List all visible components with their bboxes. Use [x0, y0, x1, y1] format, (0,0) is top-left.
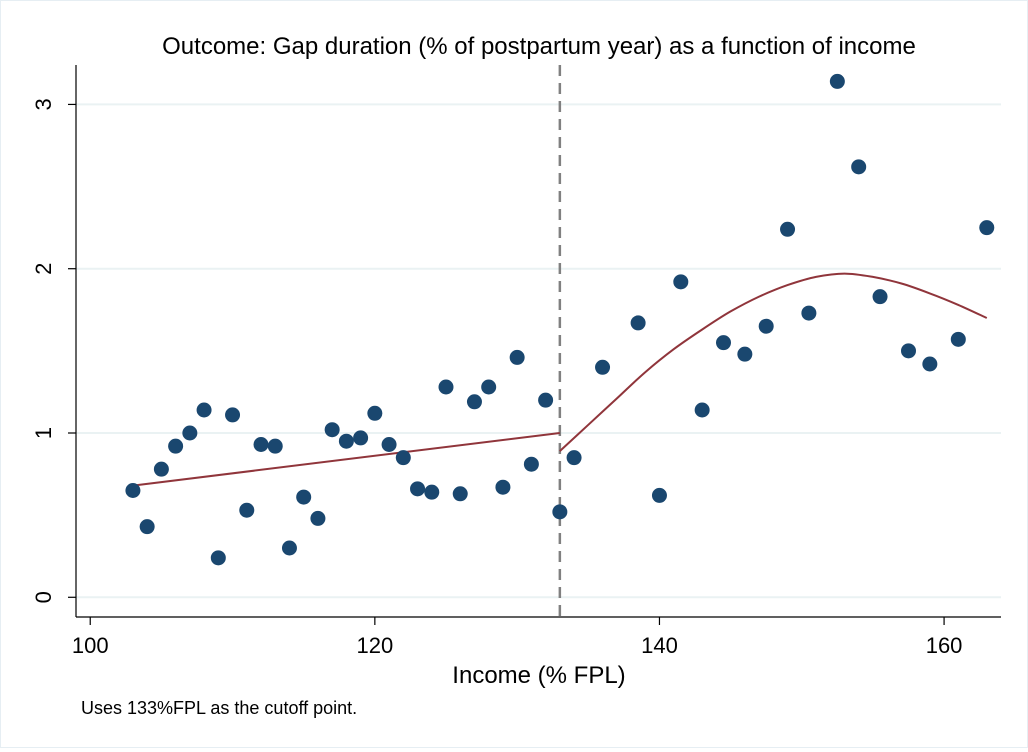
data-point — [950, 331, 966, 347]
data-point — [538, 392, 554, 408]
data-point — [310, 510, 326, 526]
data-point — [438, 379, 454, 395]
data-point — [324, 422, 340, 438]
x-tick-label-140: 140 — [641, 633, 678, 658]
data-point — [523, 456, 539, 472]
data-point — [901, 343, 916, 359]
data-point — [495, 479, 511, 495]
x-tick-label-120: 120 — [356, 633, 393, 658]
data-point — [566, 450, 582, 466]
data-point — [296, 489, 312, 505]
data-point — [153, 461, 169, 477]
data-point — [552, 504, 568, 520]
gridlines — [76, 103, 1001, 599]
data-point — [922, 356, 938, 372]
data-point — [239, 502, 255, 518]
data-point — [694, 402, 710, 418]
data-point — [509, 349, 525, 365]
fit-lines — [132, 272, 988, 487]
axes: 100 120 140 160 0 1 2 3 — [31, 65, 1001, 658]
data-point — [481, 379, 497, 395]
data-point — [595, 359, 611, 375]
data-points — [125, 73, 995, 566]
data-point — [281, 540, 297, 556]
x-tick-label-160: 160 — [926, 633, 963, 658]
data-point — [338, 433, 354, 449]
data-point — [651, 487, 667, 503]
data-point — [801, 305, 817, 321]
y-tick-label-2: 2 — [31, 263, 56, 275]
data-point — [139, 519, 155, 535]
data-point — [381, 437, 397, 452]
data-point — [253, 437, 269, 452]
fit-line-left — [132, 432, 560, 487]
data-point — [466, 394, 482, 410]
data-point — [168, 438, 184, 454]
data-point — [267, 438, 283, 454]
data-point — [452, 486, 468, 502]
data-point — [210, 550, 226, 566]
data-point — [225, 407, 241, 423]
data-point — [182, 425, 198, 441]
y-tick-label-1: 1 — [31, 427, 56, 439]
y-tick-label-3: 3 — [31, 98, 56, 110]
data-point — [780, 221, 796, 237]
data-point — [196, 402, 212, 418]
data-point — [630, 315, 646, 331]
data-point — [410, 481, 426, 497]
data-point — [851, 159, 867, 175]
y-tick-label-0: 0 — [31, 591, 56, 603]
data-point — [872, 289, 888, 305]
data-point — [424, 484, 440, 500]
data-point — [737, 346, 753, 362]
data-point — [979, 220, 995, 236]
data-point — [395, 450, 411, 466]
x-tick-label-100: 100 — [72, 633, 109, 658]
chart-title: Outcome: Gap duration (% of postpartum y… — [162, 33, 916, 60]
data-point — [758, 318, 774, 334]
fit-line-right — [559, 272, 988, 452]
chart-note: Uses 133%FPL as the cutoff point. — [81, 698, 357, 718]
data-point — [353, 430, 369, 446]
x-axis-label: Income (% FPL) — [452, 662, 625, 689]
data-point — [716, 335, 731, 351]
data-point — [125, 483, 141, 498]
data-point — [829, 73, 845, 89]
data-point — [673, 274, 689, 290]
data-point — [367, 405, 383, 421]
